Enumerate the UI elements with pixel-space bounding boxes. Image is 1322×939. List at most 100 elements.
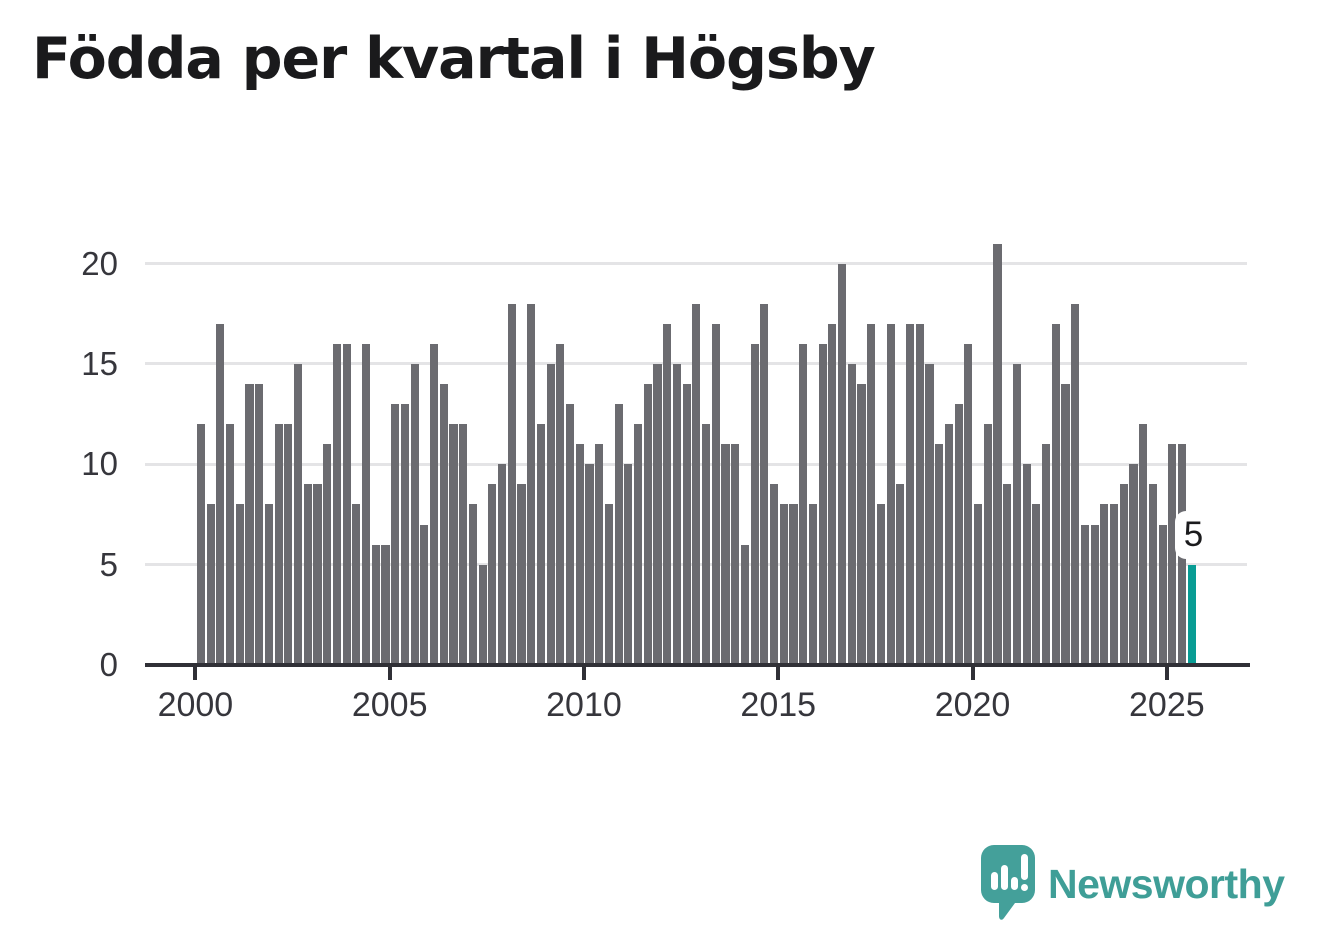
newsworthy-logo-text: Newsworthy xyxy=(1048,860,1285,907)
bar-2001Q1 xyxy=(235,504,244,665)
bar-2007Q1 xyxy=(468,504,477,665)
bar-2009Q2 xyxy=(556,343,565,665)
bar-2010Q1 xyxy=(585,464,594,665)
bar-2009Q1 xyxy=(546,363,555,665)
bar-2001Q2 xyxy=(245,384,254,665)
bar-2010Q2 xyxy=(595,444,604,665)
bar-2016Q1 xyxy=(818,343,827,665)
bar-2013Q4 xyxy=(731,444,740,665)
bar-2025Q3 xyxy=(1187,564,1196,665)
x-axis-label-2015: 2015 xyxy=(740,686,817,724)
bar-2000Q2 xyxy=(206,504,215,665)
x-axis-tick-2005 xyxy=(387,667,392,680)
bar-2024Q4 xyxy=(1158,524,1167,665)
bar-2022Q1 xyxy=(1051,323,1060,665)
bar-2019Q4 xyxy=(964,343,973,665)
bar-2023Q4 xyxy=(1119,484,1128,665)
x-axis-tick-2020 xyxy=(970,667,975,680)
bar-2020Q4 xyxy=(1003,484,1012,665)
y-axis-label-0: 0 xyxy=(99,646,118,683)
bar-2017Q4 xyxy=(886,323,895,665)
bar-2014Q4 xyxy=(770,484,779,665)
bar-2015Q4 xyxy=(808,504,817,665)
bar-2021Q1 xyxy=(1012,363,1021,665)
y-axis-label-15: 15 xyxy=(81,344,118,382)
bar-2010Q4 xyxy=(614,404,623,665)
chart-title: Födda per kvartal i Högsby xyxy=(32,26,876,92)
x-axis-label-2000: 2000 xyxy=(157,686,234,724)
bar-2016Q2 xyxy=(828,323,837,665)
bar-2017Q2 xyxy=(867,323,876,665)
newsworthy-logo: Newsworthy xyxy=(981,845,1285,923)
bar-2005Q2 xyxy=(400,404,409,665)
y-axis-label-20: 20 xyxy=(81,244,118,282)
bar-2023Q2 xyxy=(1100,504,1109,665)
bar-2019Q3 xyxy=(954,404,963,665)
bar-2004Q2 xyxy=(362,343,371,665)
bar-2006Q1 xyxy=(430,343,439,665)
bar-2020Q2 xyxy=(983,424,992,665)
x-axis-label-2025: 2025 xyxy=(1129,686,1205,724)
bar-2018Q2 xyxy=(906,323,915,665)
bar-2011Q3 xyxy=(643,384,652,665)
bar-2012Q3 xyxy=(682,384,691,665)
bar-2009Q3 xyxy=(566,404,575,665)
bar-2007Q2 xyxy=(478,564,487,665)
bar-2008Q3 xyxy=(527,303,536,665)
x-axis-label-2020: 2020 xyxy=(934,686,1011,724)
bar-2003Q3 xyxy=(332,343,341,665)
bar-2018Q4 xyxy=(925,363,934,665)
bar-2012Q1 xyxy=(663,323,672,665)
bar-2024Q1 xyxy=(1129,464,1138,665)
bar-2004Q3 xyxy=(371,544,380,665)
bar-2008Q2 xyxy=(517,484,526,665)
bar-2001Q3 xyxy=(255,384,264,665)
bar-2009Q4 xyxy=(575,444,584,665)
bar-2010Q3 xyxy=(604,504,613,665)
bar-2000Q3 xyxy=(216,323,225,665)
x-axis-tick-2025 xyxy=(1164,667,1169,680)
bar-2003Q4 xyxy=(342,343,351,665)
x-axis-tick-2010 xyxy=(581,667,586,680)
bar-2023Q1 xyxy=(1090,524,1099,665)
x-axis-line xyxy=(145,663,1250,667)
bar-2002Q4 xyxy=(303,484,312,665)
bar-2014Q3 xyxy=(760,303,769,665)
bar-2016Q3 xyxy=(838,263,847,665)
bar-2002Q2 xyxy=(284,424,293,665)
bar-2001Q4 xyxy=(264,504,273,665)
bar-2022Q4 xyxy=(1080,524,1089,665)
bar-2003Q2 xyxy=(323,444,332,665)
bar-2002Q3 xyxy=(294,363,303,665)
bar-2006Q3 xyxy=(449,424,458,665)
y-axis-label-10: 10 xyxy=(81,445,118,483)
bar-2005Q3 xyxy=(410,363,419,665)
bar-2020Q3 xyxy=(993,243,1002,665)
x-axis-tick-2015 xyxy=(776,667,781,680)
bar-2007Q4 xyxy=(498,464,507,665)
bar-2011Q2 xyxy=(634,424,643,665)
bar-2019Q2 xyxy=(944,424,953,665)
bar-2000Q1 xyxy=(196,424,205,665)
bar-2003Q1 xyxy=(313,484,322,665)
value-annotation-label: 5 xyxy=(1183,515,1204,554)
bar-2024Q3 xyxy=(1148,484,1157,665)
bar-2004Q1 xyxy=(352,504,361,665)
x-axis-label-2010: 2010 xyxy=(546,686,622,724)
bar-2008Q1 xyxy=(507,303,516,665)
bar-2023Q3 xyxy=(1110,504,1119,665)
newsworthy-logo-icon xyxy=(981,845,1035,920)
bar-2014Q1 xyxy=(740,544,749,665)
bar-2012Q2 xyxy=(672,363,681,665)
x-axis-tick-2000 xyxy=(193,667,198,680)
bar-2013Q3 xyxy=(721,444,730,665)
bar-2011Q4 xyxy=(653,363,662,665)
bar-2024Q2 xyxy=(1139,424,1148,665)
bar-2006Q4 xyxy=(459,424,468,665)
bar-2008Q4 xyxy=(536,424,545,665)
bar-2000Q4 xyxy=(226,424,235,665)
bar-2013Q2 xyxy=(711,323,720,665)
value-annotation-bubble: 5 xyxy=(1175,511,1212,559)
